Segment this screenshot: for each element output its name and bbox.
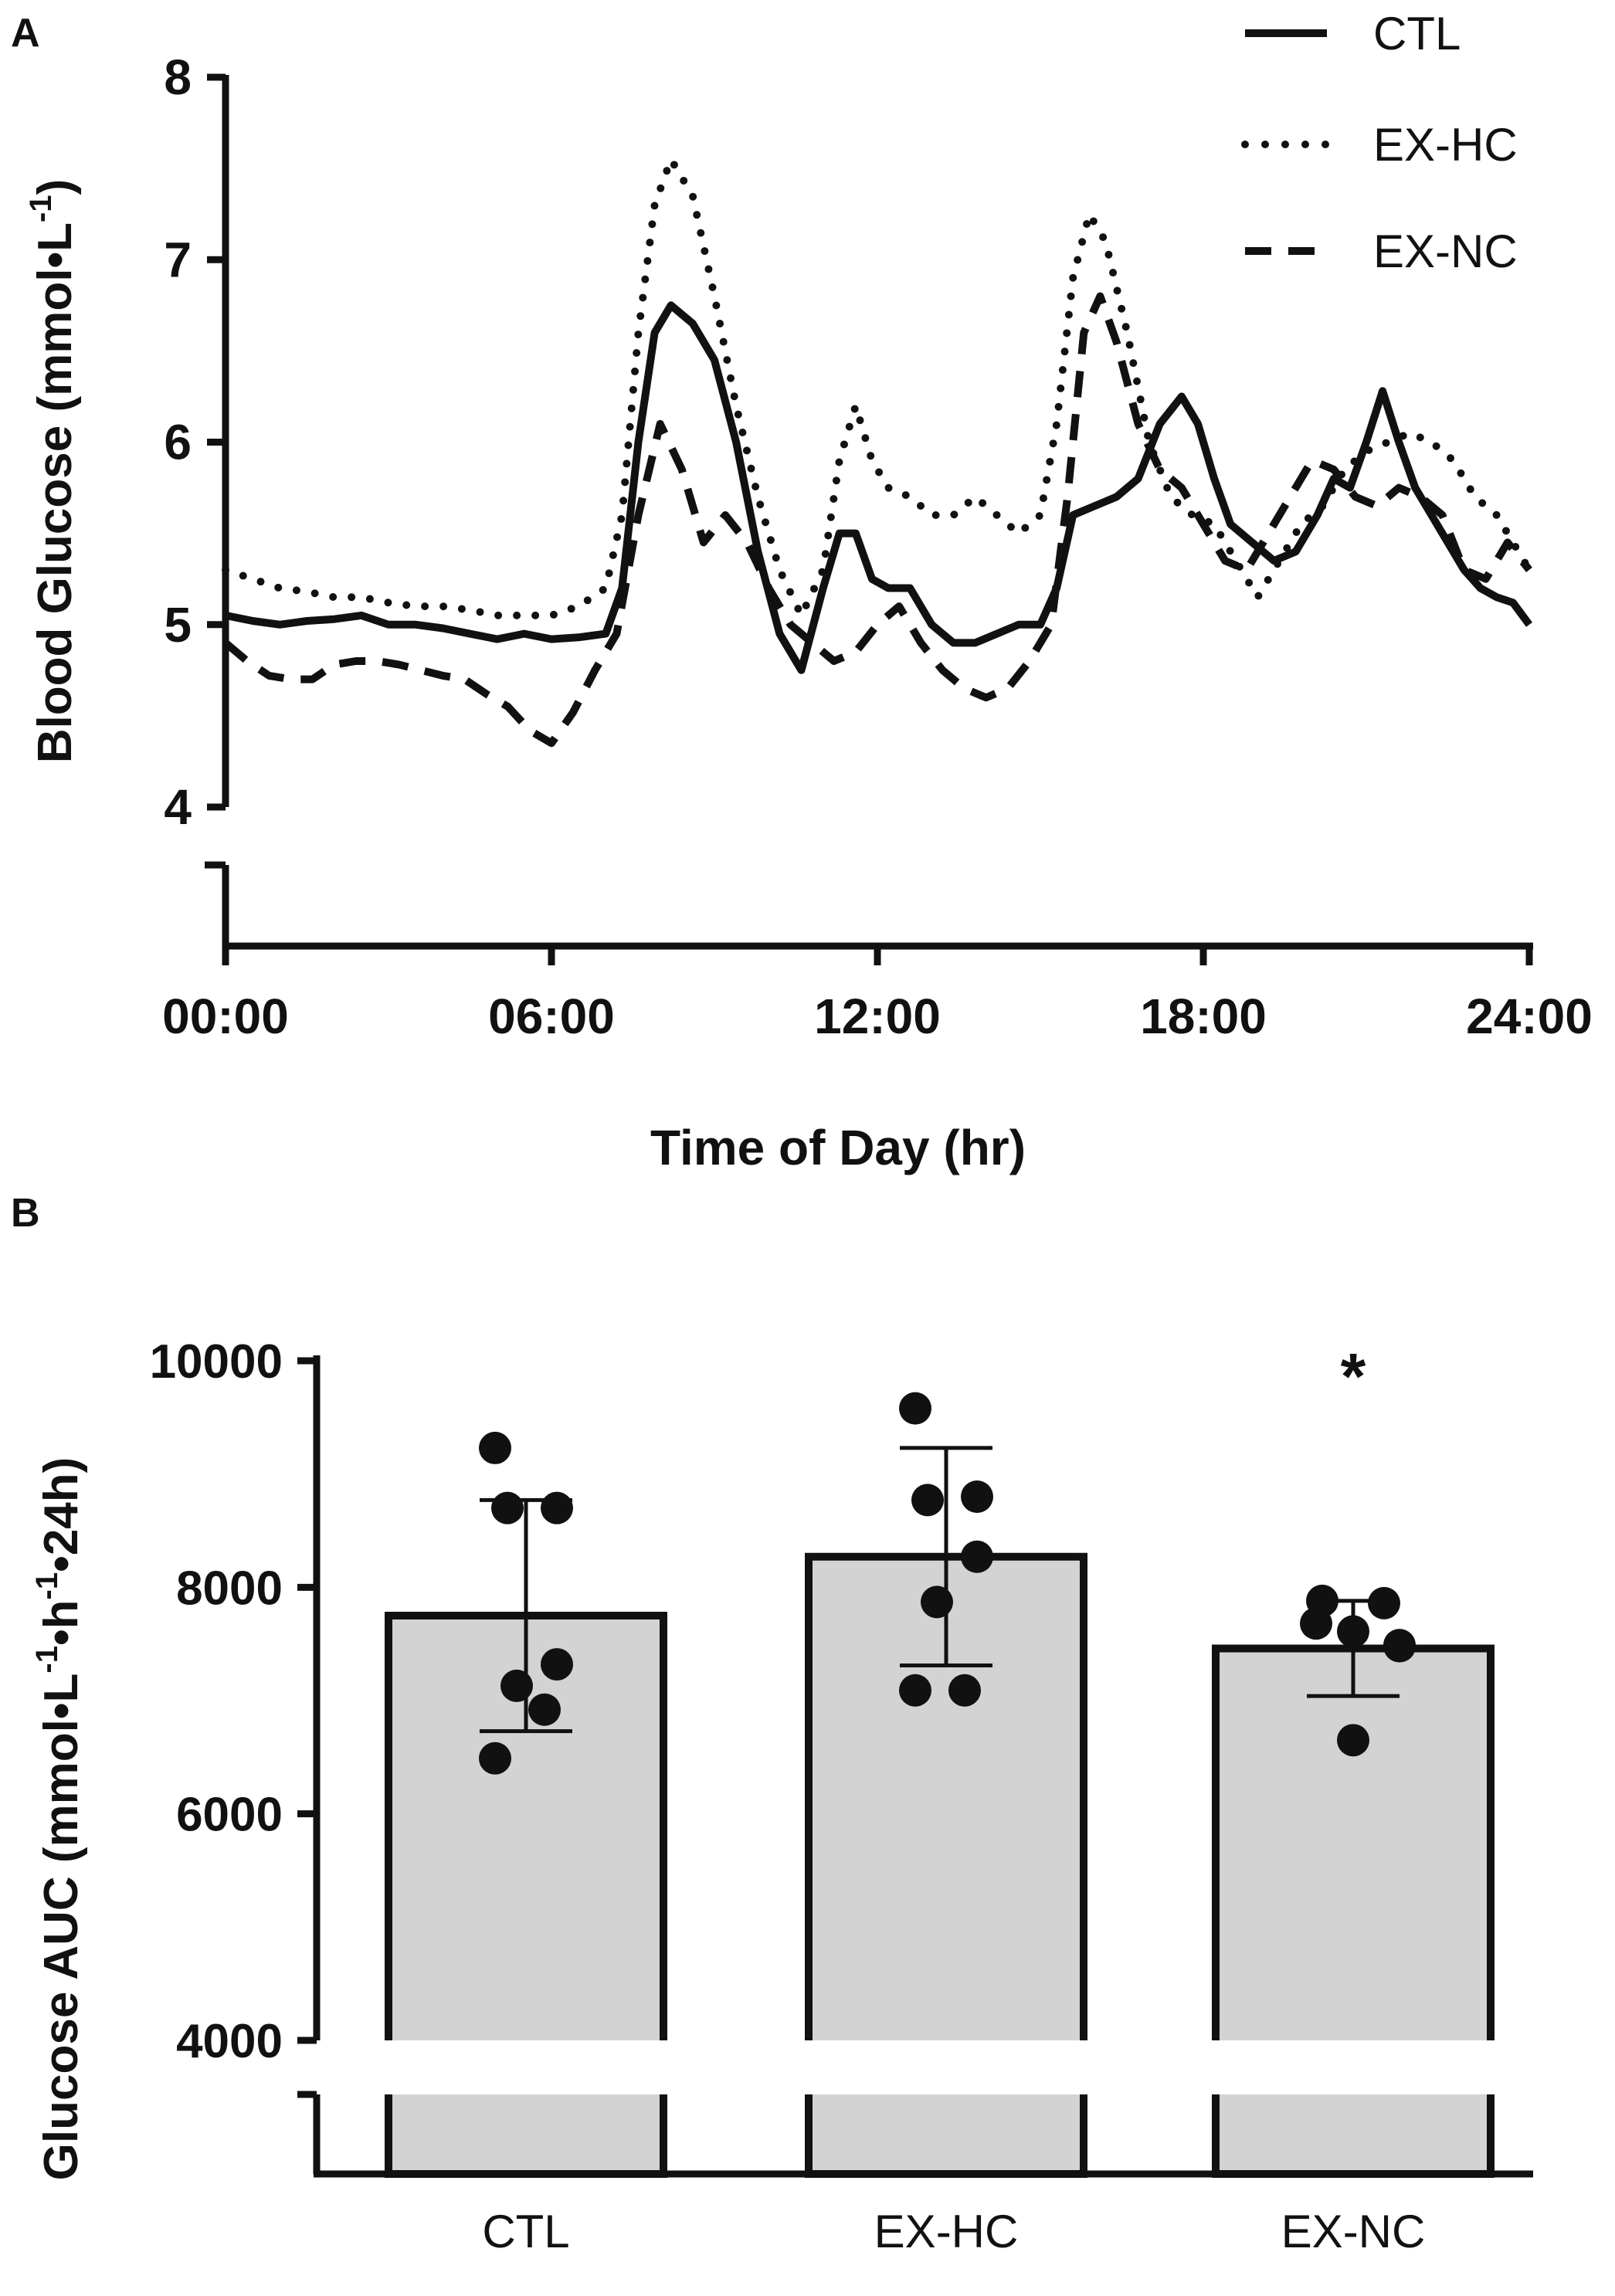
- data-point: [500, 1669, 533, 1702]
- panel-a-label: A: [11, 11, 40, 56]
- x-tick-label: 12:00: [814, 989, 941, 1044]
- panel-b-y-ticks: 4000 6000 8000 10000: [150, 1335, 317, 2068]
- panel-b-axis-break-gap: [232, 2040, 1545, 2094]
- y-tick-label: 8000: [176, 1562, 283, 1615]
- x-tick-label: 06:00: [488, 989, 615, 1044]
- y-tick-label: 8: [164, 49, 192, 105]
- y-tick-label: 10000: [150, 1335, 283, 1389]
- panel-a-y-ticks: 4 5 6 7 8: [164, 49, 226, 835]
- data-point: [491, 1491, 524, 1524]
- legend-label-ex-nc: EX-NC: [1373, 226, 1518, 277]
- data-point: [961, 1540, 993, 1573]
- panel-b-label: B: [11, 1191, 40, 1236]
- data-point: [479, 1742, 511, 1775]
- data-point: [1300, 1607, 1332, 1640]
- y-tick-label: 5: [164, 597, 192, 653]
- y-tick-label: 7: [164, 232, 192, 287]
- panel-b-y-axis-title-mid: •h: [35, 1599, 88, 1646]
- panel-a-y-axis-title-end: ): [29, 179, 82, 195]
- panel-a-y-axis-title: Blood Glucose (mmol•L-1): [24, 179, 82, 764]
- y-tick-label: 4: [164, 779, 192, 835]
- series-line-ex-hc: [222, 155, 1533, 619]
- panel-b-category-labels: CTL EX-HC EX-NC *: [482, 1340, 1425, 2257]
- series-line-ex-nc: [222, 292, 1532, 748]
- data-point: [899, 1392, 931, 1425]
- panel-b-y-axis-title: Glucose AUC (mmol•L-1•h-1•24h): [30, 1457, 88, 2181]
- data-point: [911, 1484, 944, 1517]
- data-point: [921, 1585, 953, 1619]
- significance-marker: *: [1341, 1340, 1366, 1413]
- panel-a-y-axis-title-main: Blood Glucose (mmol•L: [29, 222, 82, 763]
- series-line-ctl: [225, 301, 1533, 674]
- data-point: [948, 1674, 981, 1707]
- y-tick-label: 4000: [176, 2015, 283, 2068]
- panel-a: A 4 5 6 7 8 00:00 06:00 12:00 18:00 24:00 Time o…: [11, 8, 1593, 1175]
- data-point: [899, 1674, 931, 1707]
- panel-b-points: [479, 1392, 1416, 1775]
- data-point: [1368, 1586, 1400, 1619]
- legend-label-ex-hc: EX-HC: [1373, 119, 1518, 171]
- category-label-ctl: CTL: [482, 2206, 569, 2257]
- data-point: [541, 1491, 573, 1524]
- category-label-ex-nc: EX-NC: [1281, 2206, 1426, 2257]
- panel-b: B 4000 6000 8000 10000 CTL EX-HC EX-NC * Gluco…: [11, 1191, 1545, 2257]
- category-label-ex-hc: EX-HC: [874, 2206, 1019, 2257]
- data-point: [1383, 1630, 1416, 1663]
- panel-a-legend: CTL EX-HC EX-NC: [1241, 8, 1518, 277]
- data-point: [528, 1693, 561, 1726]
- panel-a-series: [222, 155, 1533, 748]
- x-tick-label: 24:00: [1466, 989, 1593, 1044]
- data-point: [541, 1648, 573, 1681]
- y-tick-label: 6: [164, 415, 192, 470]
- panel-a-x-ticks: 00:00 06:00 12:00 18:00 24:00: [162, 946, 1593, 1044]
- panel-b-y-axis-title-end: •24h): [35, 1457, 88, 1572]
- data-point: [1337, 1724, 1369, 1757]
- y-tick-label: 6000: [176, 1789, 283, 1842]
- data-point: [1337, 1615, 1369, 1648]
- legend-label-ctl: CTL: [1373, 8, 1461, 59]
- panel-a-y-axis-title-sup: -1: [24, 195, 58, 222]
- data-point: [479, 1431, 511, 1464]
- panel-b-y-axis-title-sup2: -1: [30, 1572, 64, 1600]
- panel-b-y-axis-title-sup1: -1: [30, 1646, 64, 1674]
- data-point: [961, 1480, 993, 1513]
- x-tick-label: 00:00: [162, 989, 289, 1044]
- panel-a-x-axis-title: Time of Day (hr): [650, 1120, 1026, 1175]
- panel-b-y-axis-title-main: Glucose AUC (mmol•L: [35, 1674, 88, 2181]
- x-tick-label: 18:00: [1140, 989, 1267, 1044]
